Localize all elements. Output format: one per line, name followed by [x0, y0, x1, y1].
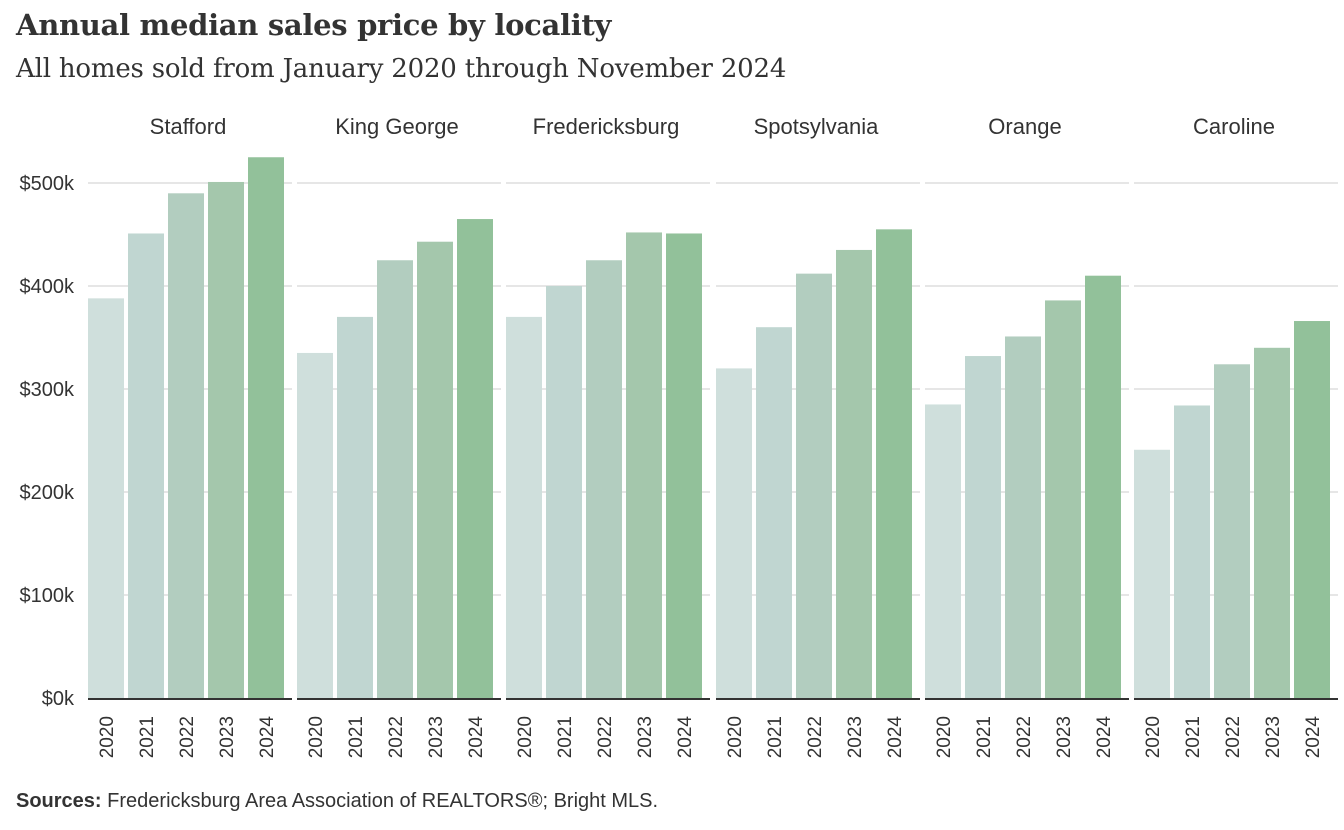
- bar-2022: [796, 273, 832, 698]
- x-tick-label: 2022: [805, 716, 826, 758]
- bar-2024: [1085, 275, 1121, 698]
- x-tick-label: 2023: [217, 716, 238, 758]
- x-tick-label: 2020: [1143, 716, 1164, 758]
- bar-2024: [876, 229, 912, 698]
- x-tick-label: 2023: [426, 716, 447, 758]
- y-tick-label: $200k: [20, 482, 75, 504]
- faceted-bar-chart: $0k $100k $200k $300k $400k $500k Stafford 2020…: [20, 114, 1338, 758]
- panel-spotsylvania: Spotsylvania 2020 2021 2022 2023 2024: [716, 114, 920, 758]
- x-tick-label: 2020: [934, 716, 955, 758]
- x-tick-label: 2024: [1303, 716, 1324, 759]
- panel-title: Spotsylvania: [754, 114, 880, 139]
- sources-label: Sources:: [16, 790, 102, 812]
- y-tick-label: $400k: [20, 276, 75, 298]
- bar-2021: [546, 286, 582, 698]
- x-tick-label: 2024: [1094, 716, 1115, 759]
- panel-orange: Orange 2020 2021 2022 2023 2024: [925, 114, 1129, 758]
- x-tick-label: 2023: [635, 716, 656, 758]
- x-tick-label: 2024: [466, 716, 487, 759]
- bar-2020: [88, 298, 124, 698]
- x-tick-label: 2022: [386, 716, 407, 758]
- bar-2020: [297, 352, 333, 698]
- bar-2020: [925, 404, 961, 698]
- y-tick-label: $300k: [20, 379, 75, 401]
- bar-2023: [1254, 347, 1290, 698]
- bar-2022: [377, 260, 413, 698]
- x-tick-label: 2020: [97, 716, 118, 758]
- chart-title: Annual median sales price by locality: [16, 8, 612, 42]
- bar-2020: [506, 316, 542, 698]
- x-tick-label: 2024: [885, 716, 906, 759]
- panel-caroline: Caroline 2020 2021 2022 2023 2024: [1134, 114, 1338, 758]
- bar-2024: [666, 233, 702, 698]
- bar-2020: [716, 368, 752, 698]
- bar-2023: [208, 181, 244, 699]
- bar-2023: [836, 249, 872, 698]
- x-tick-label: 2022: [177, 716, 198, 758]
- x-tick-label: 2024: [675, 716, 696, 759]
- panel-fredericksburg: Fredericksburg 2020 2021 2022 2023 2024: [506, 114, 710, 758]
- x-tick-label: 2023: [1054, 716, 1075, 758]
- bar-2022: [168, 193, 204, 699]
- chart-subtitle: All homes sold from January 2020 through…: [16, 54, 787, 84]
- x-tick-label: 2021: [346, 716, 367, 758]
- panel-title: Fredericksburg: [533, 114, 680, 139]
- bar-2022: [1214, 364, 1250, 698]
- panel-king-george: King George 2020 2021 2022 2023 2024: [297, 114, 501, 758]
- bar-2021: [337, 316, 373, 698]
- bar-2023: [626, 232, 662, 698]
- x-tick-label: 2023: [845, 716, 866, 758]
- x-tick-label: 2021: [137, 716, 158, 758]
- x-tick-label: 2022: [595, 716, 616, 758]
- bar-2021: [1174, 405, 1210, 698]
- panel-title: Orange: [988, 114, 1061, 139]
- x-tick-label: 2020: [725, 716, 746, 758]
- bar-2024: [457, 219, 493, 699]
- bar-2023: [1045, 300, 1081, 698]
- bar-2022: [1005, 336, 1041, 698]
- bar-2023: [417, 241, 453, 698]
- bar-2020: [1134, 449, 1170, 698]
- x-tick-label: 2024: [257, 716, 278, 759]
- y-tick-label: $0k: [42, 688, 75, 710]
- x-tick-label: 2021: [1183, 716, 1204, 758]
- panel-stafford: Stafford 2020 2021 2022 2023 2024: [88, 114, 292, 758]
- sources-note: Sources: Fredericksburg Area Association…: [16, 790, 658, 813]
- x-tick-label: 2022: [1223, 716, 1244, 758]
- panel-title: Stafford: [150, 114, 227, 139]
- x-tick-label: 2020: [306, 716, 327, 758]
- y-tick-label: $500k: [20, 173, 75, 195]
- x-tick-label: 2021: [974, 716, 995, 758]
- x-tick-label: 2023: [1263, 716, 1284, 758]
- bar-2024: [1294, 321, 1330, 698]
- bar-2022: [586, 260, 622, 698]
- panel-title: Caroline: [1193, 114, 1275, 139]
- y-tick-label: $100k: [20, 585, 75, 607]
- x-tick-label: 2021: [555, 716, 576, 758]
- bar-2021: [965, 356, 1001, 698]
- x-tick-label: 2020: [515, 716, 536, 758]
- bar-2021: [756, 327, 792, 698]
- bar-2021: [128, 233, 164, 698]
- sources-text: Fredericksburg Area Association of REALT…: [107, 790, 659, 812]
- x-tick-label: 2021: [765, 716, 786, 758]
- bar-2024: [248, 157, 284, 698]
- panel-title: King George: [335, 114, 459, 139]
- x-tick-label: 2022: [1014, 716, 1035, 758]
